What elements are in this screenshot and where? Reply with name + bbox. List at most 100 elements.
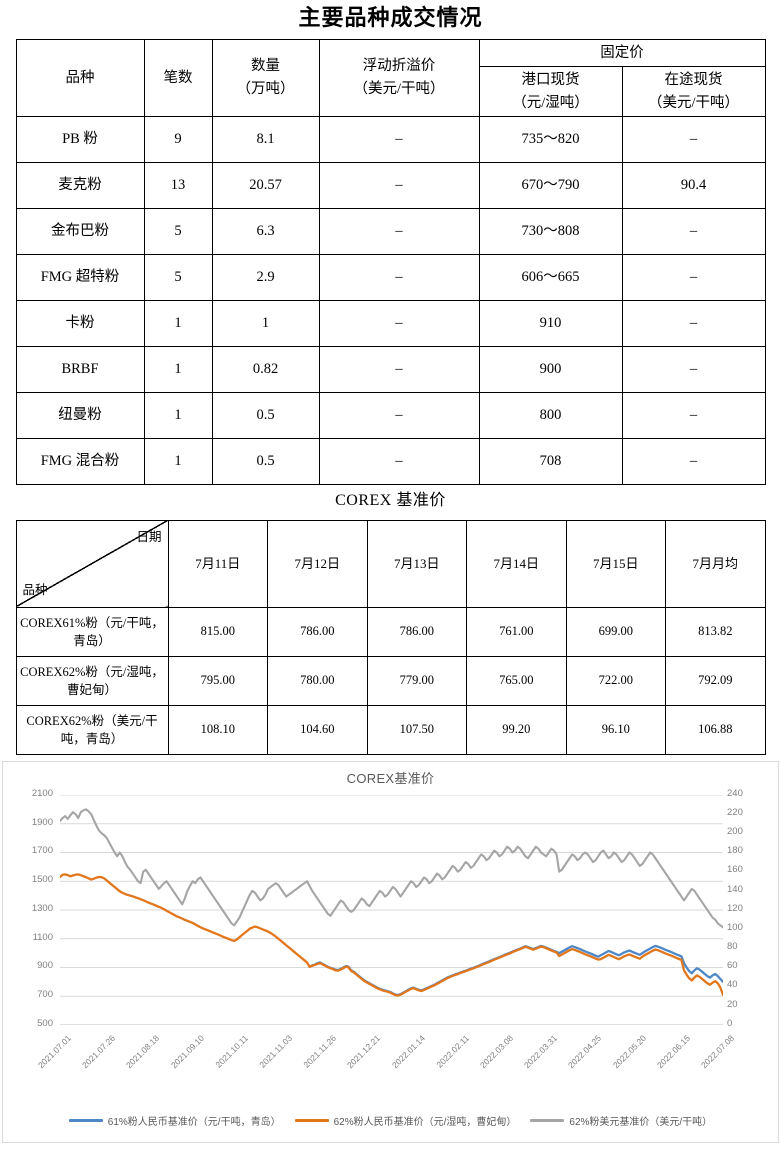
y-axis-tick-left: 1500 (31, 874, 53, 886)
y-axis-tick-left: 700 (37, 989, 53, 1001)
legend-label: 61%粉人民币基准价（元/干吨，青岛） (107, 1116, 281, 1128)
chart-series-line (60, 872, 723, 997)
y-axis-tick-left: 2100 (31, 787, 53, 799)
x-axis-tick: 2022.06.15 (654, 1032, 692, 1070)
y-axis-tick-right: 60 (727, 960, 738, 972)
y-axis-tick-left: 1700 (31, 845, 53, 857)
corex-value: 104.60 (267, 704, 368, 755)
corex-date-header: 7月12日 (267, 519, 368, 608)
header-transit-spot-line1: 在途现货 (664, 72, 723, 89)
chart-plot-area (60, 794, 723, 1025)
header-count: 笔数 (143, 38, 213, 118)
cell-floating-premium: – (318, 208, 480, 255)
cell-floating-premium: – (318, 438, 480, 485)
cell-transit-spot: – (621, 254, 766, 301)
page-title: 主要品种成交情况 (298, 5, 483, 30)
x-axis-tick: 2022.01.14 (389, 1032, 427, 1070)
legend-label: 62%粉人民币基准价（元/湿吨，曹妃甸） (333, 1116, 517, 1128)
corner-label-variety: 品种 (22, 583, 48, 598)
cell-transit-spot: – (621, 300, 766, 347)
cell-port-spot: 606～665 (478, 254, 623, 301)
cell-count: 1 (143, 300, 213, 347)
cell-count: 1 (143, 438, 213, 485)
cell-floating-premium: – (318, 116, 480, 163)
header-port-spot-line1: 港口现货 (521, 72, 580, 89)
x-axis-tick: 2021.07.26 (80, 1032, 118, 1070)
y-axis-tick-left: 900 (37, 960, 53, 972)
y-axis-tick-left: 1300 (31, 902, 53, 914)
cell-floating-premium: – (318, 346, 480, 393)
corex-value: 792.09 (665, 655, 766, 706)
corex-value: 765.00 (466, 655, 567, 706)
x-axis-tick: 2021.10.11 (213, 1032, 250, 1070)
chart-svg (60, 794, 723, 1025)
cell-variety: 麦克粉 (15, 162, 145, 209)
y-axis-tick-right: 180 (727, 845, 743, 857)
diagonal-header-cell: 日期 品种 (15, 519, 169, 608)
header-floating-premium-line2: （美元/干吨） (353, 80, 445, 97)
header-floating-premium: 浮动折溢价 （美元/干吨） (318, 38, 480, 118)
legend-item[interactable]: 62%粉美元基准价（美元/干吨） (530, 1113, 712, 1128)
x-axis-tick: 2021.07.01 (35, 1032, 74, 1070)
section-title-corex: COREX 基准价 (335, 492, 446, 509)
cell-transit-spot: – (621, 346, 766, 393)
table-row: FMG 混合粉 1 0.5 – 708 – (15, 438, 766, 485)
corex-value: 786.00 (267, 606, 368, 657)
corex-date-header: 7月13日 (366, 519, 467, 608)
table-header-row-2: 港口现货 （元/湿吨） 在途现货 （美元/干吨） (16, 66, 766, 117)
cell-quantity: 8.1 (211, 116, 320, 163)
table-row: 金布巴粉 5 6.3 – 730～808 – (15, 208, 766, 255)
y-axis-tick-right: 0 (727, 1017, 733, 1029)
cell-transit-spot: – (621, 208, 766, 255)
corex-value: 779.00 (366, 655, 467, 706)
header-fixed-price: 固定价 (478, 38, 766, 68)
cell-variety: FMG 超特粉 (15, 254, 145, 301)
corex-date-header: 7月11日 (167, 519, 268, 608)
y-axis-tick-right: 20 (727, 998, 738, 1010)
y-axis-tick-right: 160 (727, 864, 743, 876)
cell-variety: PB 粉 (15, 116, 145, 163)
chart-legend: 61%粉人民币基准价（元/干吨，青岛） 62%粉人民币基准价（元/湿吨，曹妃甸） 6… (3, 1113, 778, 1128)
cell-quantity: 2.9 (211, 254, 320, 301)
y-axis-tick-right: 100 (727, 921, 743, 933)
table-row: COREX62%粉（美元/干吨，青岛） 108.10 104.60 107.50… (15, 704, 766, 755)
header-variety: 品种 (15, 38, 145, 118)
x-axis-tick: 2021.11.26 (301, 1032, 339, 1070)
corner-label-date: 日期 (136, 529, 162, 544)
cell-count: 1 (143, 346, 213, 393)
legend-color-swatch (68, 1118, 103, 1122)
cell-count: 13 (143, 162, 213, 209)
cell-port-spot: 670～790 (478, 162, 623, 209)
x-axis-tick: 2022.02.11 (434, 1032, 471, 1070)
y-axis-tick-left: 1100 (32, 931, 53, 943)
x-axis-tick: 2021.12.21 (345, 1032, 383, 1070)
y-axis-tick-left: 500 (37, 1017, 53, 1029)
header-quantity-line2: （万吨） (236, 80, 295, 97)
cell-port-spot: 730～808 (478, 208, 623, 255)
table-row: COREX62%粉（元/湿吨，曹妃甸） 795.00 780.00 779.00… (15, 655, 766, 706)
legend-item[interactable]: 61%粉人民币基准价（元/干吨，青岛） (68, 1113, 281, 1128)
cell-port-spot: 910 (478, 300, 623, 347)
cell-quantity: 6.3 (211, 208, 320, 255)
legend-item[interactable]: 62%粉人民币基准价（元/湿吨，曹妃甸） (294, 1113, 517, 1128)
x-axis-tick: 2022.07.08 (698, 1032, 737, 1070)
y-axis-tick-left: 1900 (31, 816, 53, 828)
cell-count: 5 (143, 254, 213, 301)
chart-title: COREX基准价 (346, 770, 435, 786)
transaction-summary-table: 品种 笔数 数量 （万吨） 浮动折溢价 （美元/干吨） 固定价 港口现货 （元/… (15, 38, 766, 485)
cell-floating-premium: – (318, 300, 480, 347)
cell-quantity: 0.5 (211, 438, 320, 485)
corex-benchmark-chart: COREX基准价 61%粉人民币基准价（元/干吨，青岛） 62%粉人民币基准价（元… (2, 760, 779, 1143)
y-axis-tick-right: 120 (727, 902, 743, 914)
x-axis-tick: 2022.04.25 (566, 1032, 604, 1070)
y-axis-tick-right: 40 (727, 979, 738, 991)
x-axis-tick: 2021.09.10 (168, 1032, 206, 1070)
legend-label: 62%粉美元基准价（美元/干吨） (569, 1116, 713, 1128)
table-row: COREX61%粉（元/干吨，青岛） 815.00 786.00 786.00 … (15, 606, 766, 657)
table-row: 麦克粉 13 20.57 – 670～790 90.4 (15, 162, 766, 209)
corex-row-label: COREX62%粉（元/湿吨，曹妃甸） (15, 655, 169, 706)
cell-count: 9 (143, 116, 213, 163)
cell-floating-premium: – (318, 392, 480, 439)
chart-series-line (60, 808, 723, 929)
cell-transit-spot: – (621, 116, 766, 163)
